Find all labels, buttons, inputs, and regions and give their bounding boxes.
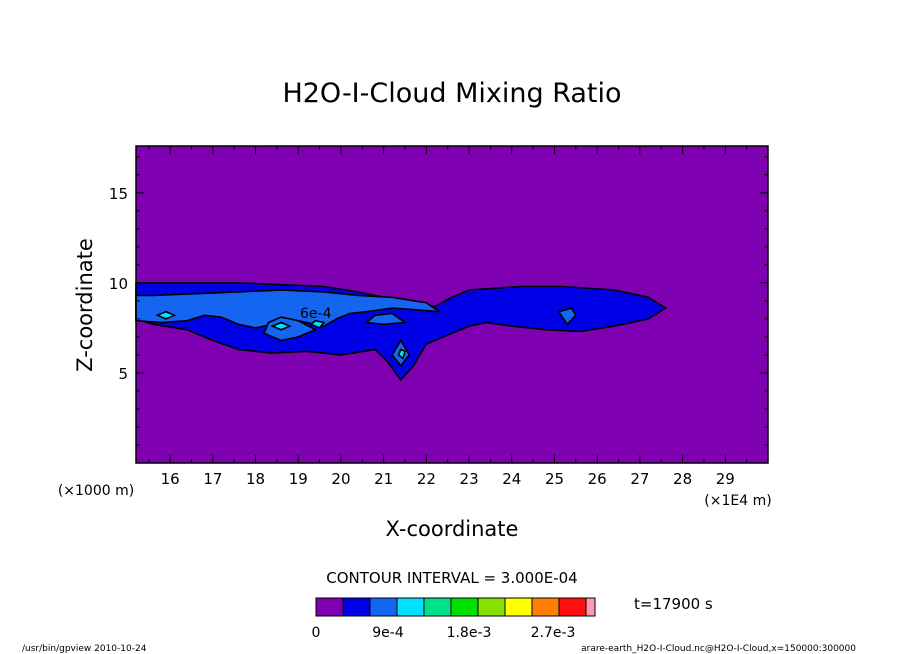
y-axis-title: Z-coordinate	[73, 238, 97, 372]
time-text: t=17900 s	[634, 595, 713, 613]
colorbar-label: 9e-4	[372, 625, 404, 641]
x-tick-label: 19	[289, 470, 308, 488]
x-tick-label: 29	[716, 470, 735, 488]
colorbar-swatch-7	[504, 597, 533, 617]
inline-contour-label: 6e-4	[300, 306, 332, 322]
colorbar-labels: 0 9e-4 1.8e-3 2.7e-3	[312, 625, 576, 641]
y-tick-label: 5	[118, 365, 128, 383]
colorbar-swatch-0	[315, 597, 344, 617]
colorbar-swatch-5	[450, 597, 479, 617]
contour-region-level-2-1	[135, 289, 443, 329]
x-tick-label: 28	[673, 470, 692, 488]
x-tick-label: 24	[502, 470, 521, 488]
x-tick-label: 26	[588, 470, 607, 488]
y-tick-label: 15	[109, 185, 128, 203]
y-tick-label: 10	[109, 275, 128, 293]
contour-region-level-2-2	[263, 316, 318, 342]
contour-region-level-3-6	[155, 310, 177, 320]
contour-region-level-2-3	[364, 312, 408, 326]
x-tick-label: 23	[460, 470, 479, 488]
colorbar-swatch-6	[477, 597, 506, 617]
colorbar	[315, 597, 596, 617]
contour-region-level-3-7	[270, 321, 292, 331]
colorbar-swatch-3	[396, 597, 425, 617]
colorbar-label: 2.7e-3	[531, 625, 576, 641]
contour-interval-text: CONTOUR INTERVAL = 3.000E-04	[326, 569, 577, 587]
x-tick-label: 17	[203, 470, 222, 488]
x-axis-title: X-coordinate	[386, 517, 519, 541]
contour-regions	[135, 282, 667, 382]
x-tick-label: 22	[417, 470, 436, 488]
colorbar-swatch-9	[558, 597, 587, 617]
contour-region-level-3-9	[397, 348, 406, 360]
colorbar-swatch-10	[585, 597, 596, 617]
colorbar-swatch-2	[369, 597, 398, 617]
x-tick-label: 18	[246, 470, 265, 488]
x-tick-label: 16	[161, 470, 180, 488]
x-tick-labels: 16 17 18 19 20 21 22 23 24 25 26 27 28 29	[161, 470, 735, 488]
footer-right: arare-earth_H2O-I-Cloud.nc@H2O-I-Cloud,x…	[581, 644, 856, 654]
x-tick-label: 25	[545, 470, 564, 488]
contour-region-level-2-5	[557, 307, 577, 326]
plot-area	[135, 145, 769, 464]
footer-left: /usr/bin/gpview 2010-10-24	[22, 644, 147, 654]
x-tick-label: 20	[331, 470, 350, 488]
x-tick-label: 27	[630, 470, 649, 488]
colorbar-swatch-8	[531, 597, 560, 617]
axis-ticks	[136, 146, 769, 463]
x-tick-label: 21	[374, 470, 393, 488]
colorbar-swatch-1	[342, 597, 371, 617]
y-tick-labels: 5 10 15	[109, 185, 128, 383]
contour-region-level-3-8	[309, 319, 326, 329]
colorbar-label: 1.8e-3	[447, 625, 492, 641]
x-unit-label: (×1E4 m)	[704, 493, 771, 509]
colorbar-label: 0	[312, 625, 321, 641]
chart-title: H2O-I-Cloud Mixing Ratio	[282, 78, 621, 109]
y-unit-label: (×1000 m)	[58, 483, 134, 499]
plot-frame	[135, 145, 769, 464]
colorbar-swatch-4	[423, 597, 452, 617]
